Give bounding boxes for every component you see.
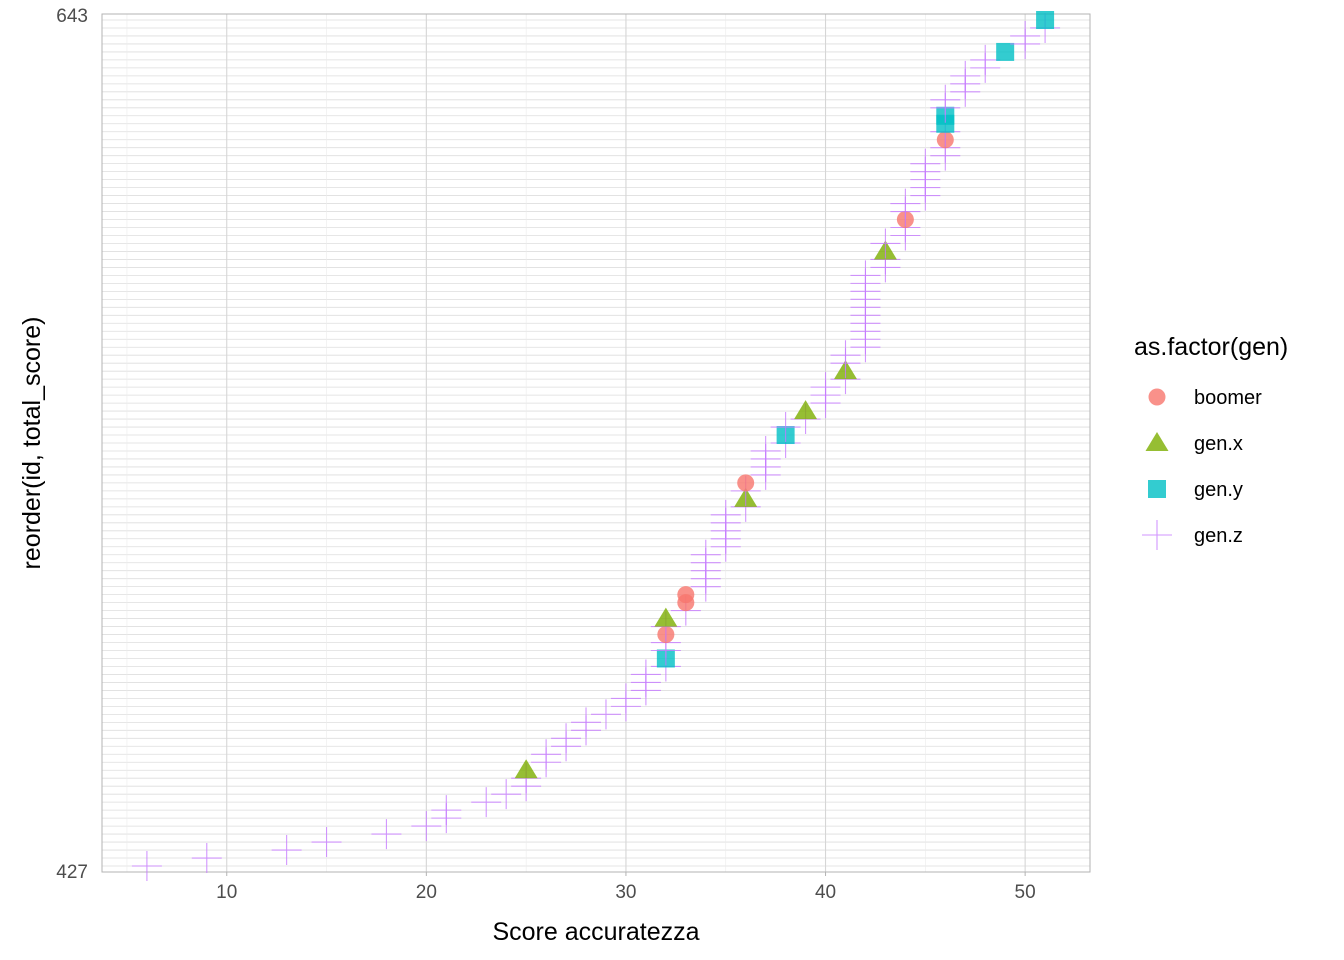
data-point-gen.z (531, 739, 562, 770)
x-tick-label: 40 (815, 882, 836, 903)
legend-key-gen.x (1145, 432, 1169, 451)
data-point-gen.z (311, 827, 342, 858)
data-point-boomer (677, 586, 695, 604)
legend-label-gen.y: gen.y (1194, 479, 1243, 501)
data-points (131, 11, 1061, 881)
data-point-gen.z (630, 659, 661, 690)
data-point-gen.z (131, 851, 162, 881)
data-point-gen.z (910, 148, 941, 179)
data-point-gen.z (890, 188, 921, 219)
data-point-gen.x (794, 400, 818, 420)
x-axis-title: Score accuratezza (492, 918, 699, 946)
data-point-gen.z (930, 84, 961, 115)
data-point-gen.z (690, 539, 721, 570)
legend-key-boomer (1148, 388, 1166, 406)
y-tick-label: 643 (56, 6, 88, 27)
x-tick-label: 30 (615, 882, 636, 903)
data-point-gen.z (371, 819, 402, 850)
data-point-gen.z (950, 60, 981, 91)
legend-key-gen.y (1148, 480, 1166, 498)
data-point-gen.z (491, 779, 522, 810)
data-point-gen.z (590, 699, 621, 730)
y-axis-title: reorder(id, total_score) (18, 317, 46, 570)
data-point-gen.z (970, 44, 1001, 75)
data-point-gen.z (770, 412, 801, 443)
plot-panel-border (101, 13, 1091, 873)
legend-label-gen.x: gen.x (1194, 433, 1243, 455)
legend-label-boomer: boomer (1194, 387, 1262, 409)
legend-label-gen.z: gen.z (1194, 525, 1243, 547)
data-point-gen.z (810, 372, 841, 403)
data-point-boomer (737, 474, 755, 492)
y-tick-label: 427 (56, 862, 88, 883)
data-point-gen.z (411, 811, 442, 842)
y-axis-ticks: 643 427 (56, 6, 88, 883)
data-point-gen.z (431, 795, 462, 826)
x-tick-label: 20 (416, 882, 437, 903)
data-point-gen.z (571, 707, 602, 738)
x-tick-label: 50 (1015, 882, 1036, 903)
x-tick-label: 10 (216, 882, 237, 903)
data-point-gen.y (1036, 11, 1055, 29)
data-point-gen.z (830, 340, 861, 371)
data-point-gen.z (271, 835, 302, 866)
data-point-gen.z (610, 683, 641, 714)
legend-title: as.factor(gen) (1134, 333, 1288, 361)
data-point-gen.z (870, 228, 901, 259)
legend-key-gen.z (1142, 520, 1172, 550)
data-point-gen.z (750, 435, 781, 466)
data-point-gen.y (996, 42, 1015, 61)
data-point-gen.z (551, 723, 582, 754)
data-point-gen.z (1010, 20, 1041, 51)
x-grid-lines (126, 14, 1026, 872)
data-point-gen.z (191, 843, 222, 874)
data-point-gen.z (471, 787, 502, 818)
data-point-gen.z (710, 499, 741, 530)
data-point-gen.z (850, 260, 881, 291)
data-point-gen.x (514, 759, 538, 779)
legend: as.factor(gen) boomer gen.x gen.y gen.z (1134, 333, 1288, 550)
x-axis-ticks: 10 20 30 40 50 (216, 872, 1036, 903)
data-point-gen.x (654, 607, 678, 627)
